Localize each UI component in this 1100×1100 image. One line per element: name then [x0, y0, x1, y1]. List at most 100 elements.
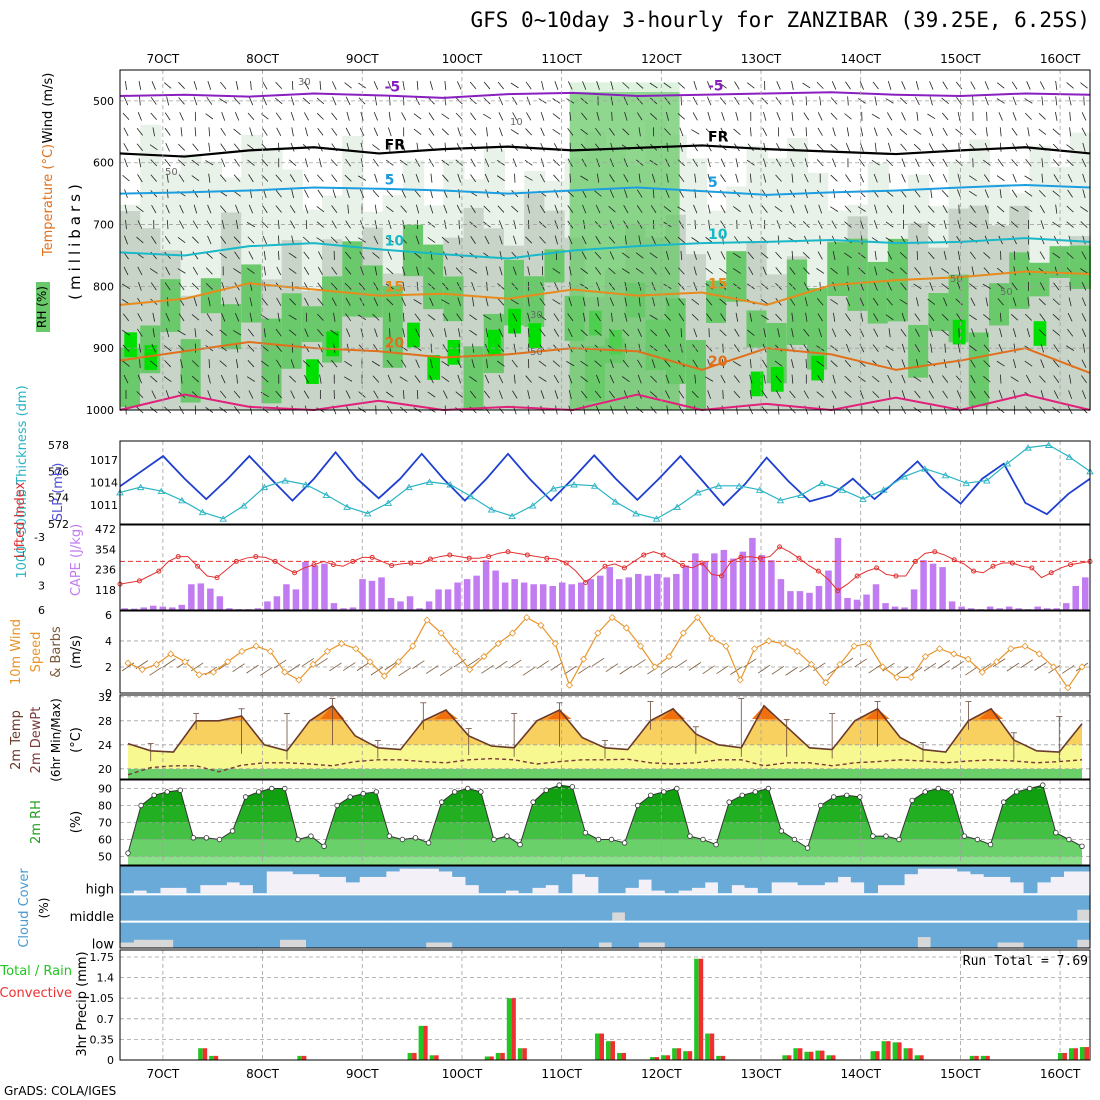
- cloud-bar: [345, 866, 360, 883]
- rh-marker: [1040, 782, 1046, 788]
- wind-barb: [885, 237, 894, 243]
- wind-barb: [427, 237, 436, 243]
- cloud-bar: [199, 920, 214, 948]
- precip-total-bar: [495, 1052, 501, 1060]
- bottom-day-label: 16OCT: [1040, 1067, 1081, 1081]
- wind-barb: [955, 159, 963, 167]
- wind-barb: [1053, 390, 1059, 399]
- wind-barb: [833, 312, 836, 322]
- wind-barb: [1038, 113, 1046, 120]
- cloud-bar: [133, 920, 148, 940]
- precip-tick-label: 1.75: [90, 951, 115, 964]
- wind-barb: [1024, 313, 1032, 321]
- wind-barb: [498, 328, 504, 337]
- wind-barb: [845, 343, 850, 353]
- wind-barb: [845, 313, 851, 322]
- wind-barb: [164, 127, 171, 136]
- wind-barb: [413, 113, 422, 120]
- wind-barb: [469, 376, 478, 382]
- wind-barb: [609, 189, 615, 198]
- wind-barb: [996, 221, 1005, 228]
- cloud-bar: [664, 866, 679, 894]
- temp-tick-label: 20: [98, 763, 112, 776]
- rh-marker: [452, 789, 458, 795]
- lifted-index-marker: [195, 563, 201, 569]
- cloud-bar: [1023, 893, 1038, 921]
- wind-barb: [1080, 206, 1088, 212]
- cape-bar: [806, 592, 813, 610]
- cloud-bar: [332, 920, 347, 948]
- wind-barb: [664, 328, 671, 337]
- wind-barb: [596, 81, 600, 90]
- wind-barb: [763, 142, 766, 152]
- wind-barb: [151, 390, 157, 399]
- lifted-index-marker: [757, 555, 763, 561]
- wind-barb: [247, 112, 255, 121]
- cape-bar: [616, 579, 623, 610]
- wind-barb: [138, 343, 142, 353]
- wind-barb: [983, 174, 990, 183]
- wind-barb: [152, 127, 155, 137]
- wind-barb: [263, 250, 266, 260]
- wind10-barb: [439, 667, 453, 677]
- precip-convective-bar: [301, 1055, 307, 1060]
- wind-barb: [469, 329, 478, 336]
- wind-barb: [791, 328, 794, 338]
- wind-barb: [192, 251, 199, 260]
- wind-barb: [1081, 112, 1087, 121]
- wind-barb: [638, 312, 642, 322]
- wind-barb: [207, 204, 212, 214]
- wind-barb: [164, 282, 171, 291]
- wind-barb: [261, 221, 269, 229]
- wind-barb: [970, 374, 976, 384]
- wind-barb: [805, 312, 808, 322]
- rh-marker: [530, 799, 536, 805]
- wind-barb: [733, 206, 741, 213]
- wind-barb: [277, 142, 280, 152]
- wind-barb: [930, 189, 933, 199]
- wind-barb: [969, 221, 977, 228]
- cloud-bar: [1063, 893, 1078, 921]
- rh-marker: [961, 833, 968, 839]
- rh-contour-label: 50: [950, 274, 963, 285]
- wind-barb: [400, 236, 407, 244]
- wind-barb: [956, 313, 962, 322]
- wind-barb: [346, 328, 351, 338]
- wind-barb: [790, 204, 795, 214]
- wind-speed-marker: [1035, 650, 1043, 658]
- wind-barb: [486, 127, 488, 137]
- cloud-bar: [797, 866, 812, 886]
- wind-barb: [136, 236, 144, 244]
- wind-barb: [456, 204, 462, 214]
- wind-barb: [594, 390, 602, 399]
- cloud-bar: [359, 920, 374, 948]
- wind-barb: [1041, 96, 1044, 106]
- wind-barb: [540, 111, 545, 121]
- thickness-marker: [467, 492, 475, 500]
- rh-marker: [164, 789, 170, 795]
- cloud-bar: [691, 920, 706, 948]
- cloud-bar: [917, 920, 932, 938]
- precip-convective-bar: [1073, 1048, 1078, 1060]
- cloud-bar: [531, 866, 546, 888]
- wind-barb: [137, 328, 143, 337]
- wind-barb: [372, 144, 380, 151]
- cape-bar: [663, 577, 671, 610]
- cape-bar: [787, 591, 794, 610]
- cloud-bar: [957, 866, 972, 872]
- wind-barb: [791, 250, 794, 260]
- wind-barb: [456, 313, 463, 322]
- isotherm-line: [119, 183, 1091, 196]
- cloud-bar: [771, 920, 785, 948]
- wind-speed-marker: [580, 655, 588, 663]
- wind-barb: [942, 390, 948, 399]
- wind-barb: [608, 267, 616, 275]
- wind-barb: [331, 205, 338, 213]
- precip-convective-bar: [511, 998, 516, 1060]
- wind-barb: [305, 220, 308, 230]
- wind-barb: [499, 312, 502, 322]
- cloud-bar: [518, 893, 533, 921]
- cloud-bar: [970, 866, 985, 875]
- wind-barb: [444, 266, 447, 276]
- wind-barb: [915, 173, 920, 183]
